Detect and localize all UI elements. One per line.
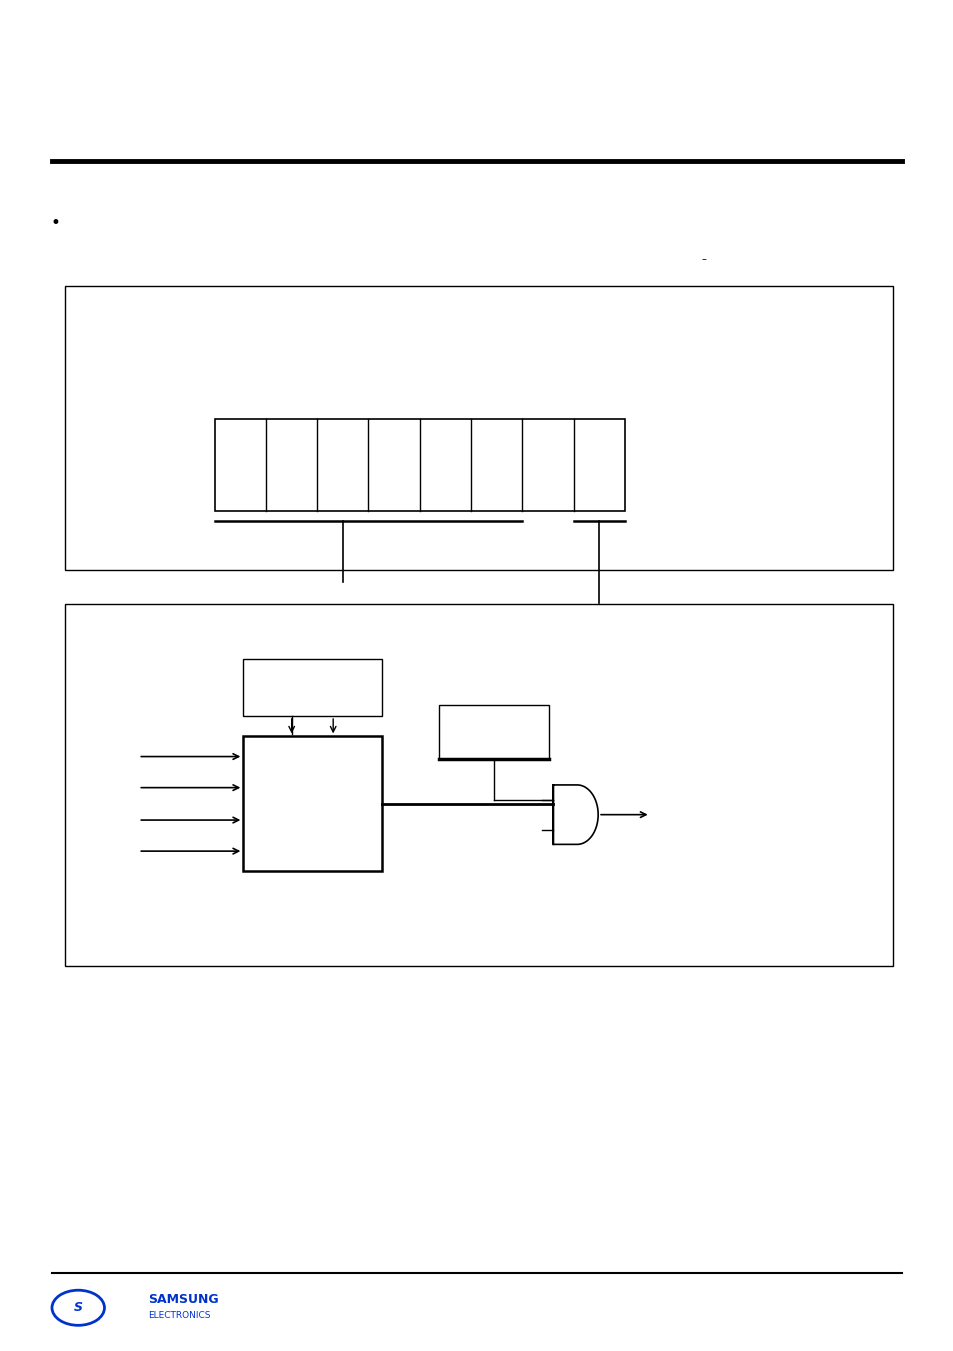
Text: –: –: [700, 254, 706, 265]
Text: •: •: [51, 213, 60, 232]
Bar: [65, 286, 892, 570]
Bar: [65, 604, 892, 966]
Ellipse shape: [51, 1290, 105, 1325]
Text: SAMSUNG: SAMSUNG: [148, 1293, 218, 1306]
Bar: [243, 736, 381, 871]
Text: ELECTRONICS: ELECTRONICS: [148, 1312, 211, 1320]
Bar: [214, 419, 624, 511]
Bar: [438, 705, 548, 759]
Text: S: S: [73, 1301, 83, 1315]
Bar: [243, 659, 381, 716]
